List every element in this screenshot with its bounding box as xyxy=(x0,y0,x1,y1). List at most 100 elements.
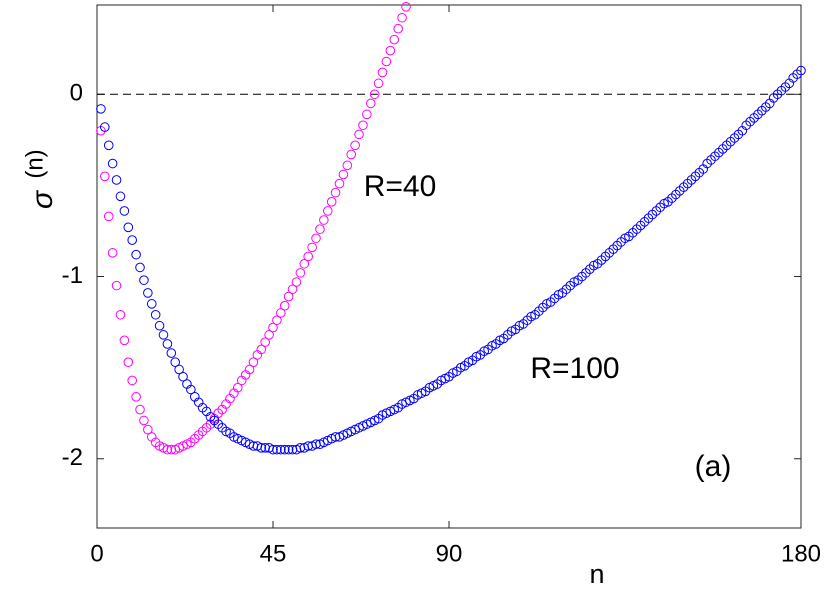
data-point xyxy=(272,315,282,326)
data-point xyxy=(119,206,130,216)
data-point xyxy=(283,291,294,302)
data-point xyxy=(139,415,149,426)
data-point xyxy=(342,160,353,171)
x-tick-label: 180 xyxy=(781,540,821,567)
data-point xyxy=(143,288,153,298)
data-point xyxy=(154,320,165,331)
data-point xyxy=(358,120,368,131)
data-point xyxy=(326,197,337,207)
data-point xyxy=(131,249,141,260)
data-point xyxy=(107,248,118,258)
data-point xyxy=(279,444,290,455)
data-point xyxy=(393,23,403,34)
data-point xyxy=(334,178,345,189)
data-point xyxy=(346,149,357,160)
data-point xyxy=(244,364,255,375)
data-point xyxy=(107,158,118,169)
data-point xyxy=(315,224,325,234)
data-point xyxy=(162,339,173,349)
data-point xyxy=(279,300,290,311)
data-point xyxy=(248,357,259,367)
data-point xyxy=(354,129,364,140)
x-axis-label: n xyxy=(589,559,604,589)
data-point xyxy=(365,98,376,109)
data-point xyxy=(369,89,380,100)
data-point xyxy=(158,330,169,340)
data-point xyxy=(256,443,267,453)
data-point xyxy=(150,309,161,320)
data-point xyxy=(295,268,306,278)
data-point xyxy=(260,337,270,347)
annotation: (a) xyxy=(695,450,732,483)
data-point xyxy=(311,233,321,244)
y-tick-label: -1 xyxy=(62,262,83,289)
data-point xyxy=(283,444,294,455)
data-point xyxy=(135,404,145,415)
data-point xyxy=(115,309,126,320)
data-point xyxy=(330,187,341,198)
data-point xyxy=(135,262,145,273)
y-axis-title: σ (n) xyxy=(21,149,59,209)
series-label: R=100 xyxy=(530,352,619,385)
data-point xyxy=(303,251,314,262)
data-point xyxy=(268,322,278,333)
x-tick-label: 0 xyxy=(90,540,103,567)
x-tick-label: 90 xyxy=(436,540,463,567)
data-point xyxy=(127,375,137,386)
data-point xyxy=(272,444,282,455)
data-point xyxy=(377,67,388,78)
data-point xyxy=(362,109,372,120)
data-point xyxy=(401,2,411,12)
data-point xyxy=(397,12,407,23)
data-point xyxy=(123,222,134,233)
data-point xyxy=(186,384,196,395)
data-point xyxy=(103,211,114,222)
data-point xyxy=(291,277,302,287)
data-point xyxy=(287,284,298,295)
data-point xyxy=(127,235,137,245)
data-point xyxy=(111,280,122,291)
y-axis-label-superscript: (n) xyxy=(21,149,48,178)
data-point xyxy=(174,364,184,375)
data-point xyxy=(307,242,317,253)
plot-frame xyxy=(96,4,802,529)
data-point xyxy=(268,444,278,455)
data-point xyxy=(162,444,173,455)
data-point xyxy=(796,65,806,76)
data-point xyxy=(100,122,110,132)
data-point xyxy=(381,56,392,67)
data-point xyxy=(146,299,157,309)
data-point xyxy=(389,34,400,45)
x-tick-label: 45 xyxy=(260,540,287,567)
data-point xyxy=(131,391,141,402)
data-point xyxy=(233,382,243,393)
data-point xyxy=(111,175,122,185)
series-label: R=40 xyxy=(364,170,437,203)
data-point xyxy=(170,357,181,367)
y-axis-label: σ xyxy=(26,189,59,209)
data-point xyxy=(178,371,188,382)
data-point xyxy=(123,357,134,367)
data-point xyxy=(276,308,286,318)
data-point xyxy=(103,140,114,151)
data-point xyxy=(322,206,333,216)
data-point xyxy=(264,330,274,340)
data-point xyxy=(256,344,267,355)
data-point xyxy=(143,424,153,435)
data-point xyxy=(96,104,106,114)
data-point xyxy=(338,169,349,180)
data-point xyxy=(350,140,360,151)
y-tick-label: 0 xyxy=(70,80,83,107)
data-point xyxy=(119,335,130,346)
y-tick-label: -2 xyxy=(62,444,83,471)
data-point xyxy=(115,191,126,202)
data-point xyxy=(299,258,310,269)
data-point xyxy=(139,275,149,285)
data-point xyxy=(100,171,110,182)
data-point xyxy=(166,348,177,358)
data-point xyxy=(276,444,286,455)
data-point xyxy=(373,78,384,89)
data-point xyxy=(319,215,329,225)
data-point xyxy=(385,45,396,56)
